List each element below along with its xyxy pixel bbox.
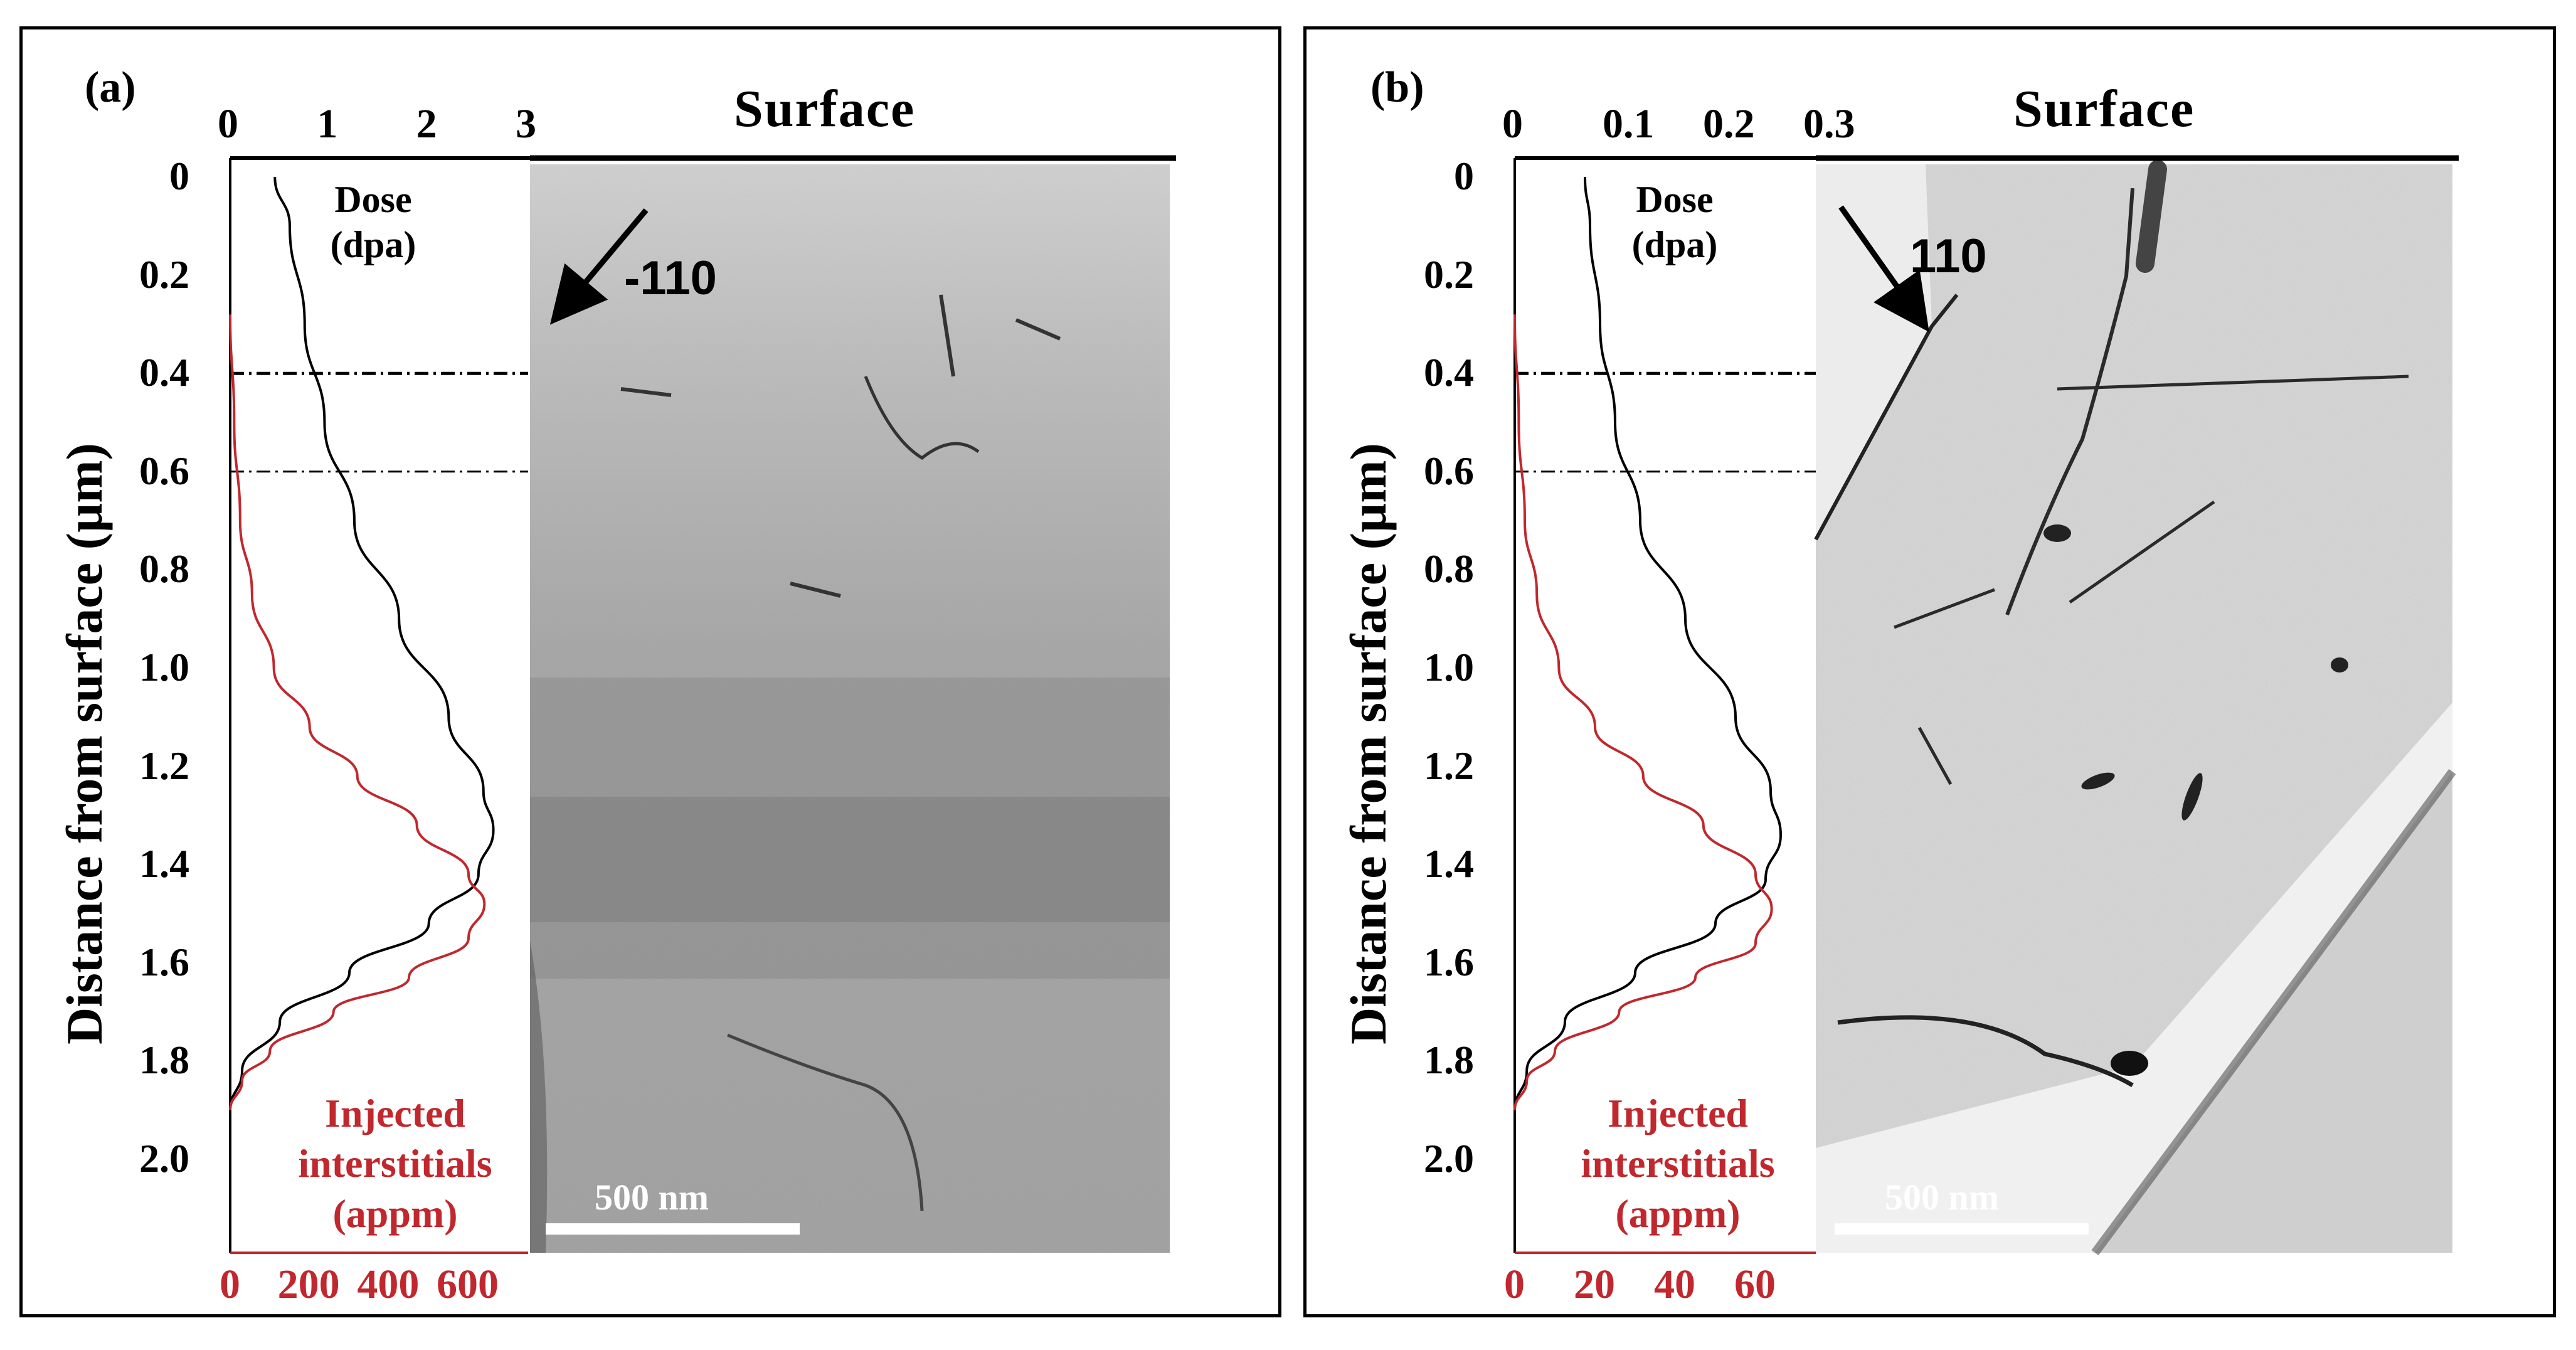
bottom-tick-label-a-2: 400 [357, 1262, 420, 1307]
bottom-tick-label-b-0: 0 [1504, 1262, 1525, 1307]
dose-label-a: Dose (dpa) [314, 177, 433, 267]
top-tick-label-b-2: 0.2 [1703, 101, 1755, 147]
direction-label-b: 110 [1910, 230, 1987, 283]
depth-profile-plot-b [1513, 156, 1818, 1254]
interstitial-label-a-line1: Injected [325, 1091, 465, 1135]
interstitial-label-b-line1: Injected [1608, 1091, 1748, 1135]
y-tick-label-b-5: 1.0 [1424, 645, 1474, 689]
y-tick-label-a-8: 1.6 [139, 939, 189, 984]
dose-label-b: Dose (dpa) [1615, 177, 1734, 267]
scale-bar-a [546, 1223, 800, 1235]
interstitial-label-b-line2: interstitials [1581, 1141, 1775, 1186]
y-tick-label-a-6: 1.2 [139, 743, 189, 788]
y-tick-label-b-0: 0 [1454, 154, 1474, 198]
micrograph-a [530, 155, 1176, 1253]
panel-label-a: (a) [85, 63, 136, 112]
y-tick-label-a-1: 0.2 [139, 252, 189, 297]
scale-bar-label-a: 500 nm [595, 1177, 709, 1218]
top-tick-label-a-1: 1 [317, 101, 338, 147]
y-tick-label-a-10: 2.0 [139, 1136, 189, 1181]
interstitial-label-a-line2: interstitials [298, 1141, 492, 1186]
direction-label-a: -110 [624, 252, 717, 305]
y-tick-label-b-10: 2.0 [1424, 1136, 1474, 1181]
interstitial-label-a-line3: (appm) [332, 1191, 458, 1236]
dose-label-a-line1: Dose [334, 179, 412, 220]
bottom-tick-label-b-2: 40 [1654, 1262, 1695, 1307]
y-tick-label-a-2: 0.4 [139, 350, 189, 395]
top-tick-label-b-0: 0 [1502, 101, 1523, 147]
y-tick-label-a-7: 1.4 [139, 841, 189, 886]
surface-label-a: Surface [734, 80, 916, 138]
y-tick-label-b-8: 1.6 [1424, 939, 1474, 984]
y-tick-label-b-1: 0.2 [1424, 252, 1474, 297]
direction-arrow-b [1838, 205, 1929, 332]
interstitial-label-b: Injected interstitials (appm) [1546, 1088, 1810, 1239]
y-tick-label-b-3: 0.6 [1424, 448, 1474, 493]
bottom-tick-label-a-1: 200 [277, 1262, 340, 1307]
y-tick-label-b-6: 1.2 [1424, 743, 1474, 788]
top-tick-label-b-3: 0.3 [1803, 101, 1855, 147]
y-tick-label-b-7: 1.4 [1424, 841, 1474, 886]
bottom-tick-label-b-1: 20 [1574, 1262, 1615, 1307]
dose-label-b-line1: Dose [1636, 179, 1714, 220]
direction-arrow-a [549, 208, 649, 325]
depth-profile-plot-a [229, 156, 530, 1254]
bottom-tick-label-b-3: 60 [1734, 1262, 1776, 1307]
y-tick-label-b-2: 0.4 [1424, 350, 1474, 395]
y-tick-label-b-9: 1.8 [1424, 1038, 1474, 1083]
y-tick-label-b-4: 0.8 [1424, 546, 1474, 592]
y-tick-label-a-5: 1.0 [139, 645, 189, 689]
panel-label-b: (b) [1370, 63, 1424, 112]
interstitial-curve-b [1513, 314, 1773, 1110]
y-tick-label-a-9: 1.8 [139, 1038, 189, 1083]
scale-bar-b [1835, 1223, 2089, 1235]
dose-curve-a [229, 176, 495, 1110]
top-tick-label-a-2: 2 [416, 101, 437, 147]
interstitial-curve-a [229, 314, 486, 1110]
y-tick-label-a-3: 0.6 [139, 448, 189, 493]
y-tick-label-a-0: 0 [169, 154, 189, 198]
surface-label-b: Surface [2013, 80, 2195, 138]
top-tick-label-b-1: 0.1 [1603, 101, 1655, 147]
dose-label-b-line2: (dpa) [1631, 224, 1718, 265]
top-tick-label-a-0: 0 [218, 101, 238, 147]
top-tick-label-a-3: 3 [516, 101, 536, 147]
scale-bar-label-b: 500 nm [1885, 1177, 2000, 1218]
dose-label-a-line2: (dpa) [330, 224, 416, 265]
bottom-tick-label-a-3: 600 [437, 1262, 499, 1307]
interstitial-label-b-line3: (appm) [1615, 1191, 1741, 1236]
micrograph-b [1814, 155, 2459, 1256]
y-tick-label-a-4: 0.8 [139, 546, 189, 592]
interstitial-label-a: Injected interstitials (appm) [263, 1088, 527, 1239]
bottom-tick-label-a-0: 0 [220, 1262, 240, 1307]
dose-curve-b [1513, 176, 1783, 1110]
